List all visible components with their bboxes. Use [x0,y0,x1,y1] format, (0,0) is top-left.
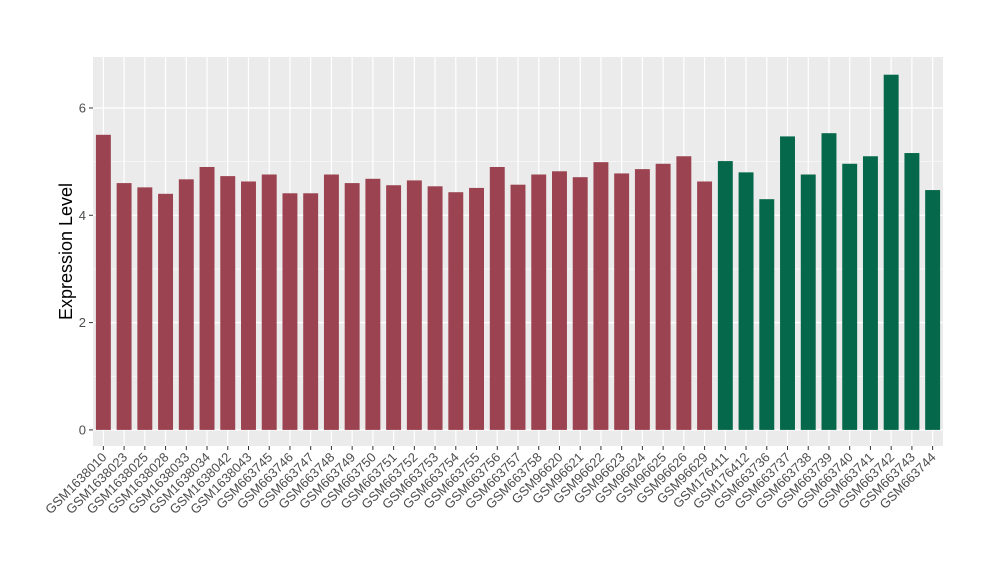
bar-GSM663757 [510,184,526,430]
bar-GSM96624 [634,169,650,430]
bar-GSM96623 [614,173,630,430]
y-axis-label: Expression Level [56,183,76,320]
y-tick-label: 0 [79,422,86,437]
bar-GSM663746 [282,193,298,430]
bar-GSM96620 [552,171,567,430]
bar-GSM663744 [925,190,941,430]
bar-GSM663751 [386,185,402,430]
bar-GSM663743 [904,153,920,430]
bar-GSM663742 [883,74,899,430]
bar-GSM1638025 [137,187,153,430]
bar-GSM96625 [655,163,671,430]
bar-GSM663755 [469,187,484,430]
bar-GSM663748 [323,174,339,430]
bar-GSM663736 [759,199,775,430]
bar-GSM663749 [344,183,360,430]
bar-GSM663737 [780,136,795,430]
bar-GSM663754 [448,192,464,430]
bar-GSM663752 [406,180,422,430]
bar-GSM663738 [800,174,816,430]
bar-GSM96621 [572,177,588,430]
bar-GSM1638010 [95,134,111,430]
x-axis: GSM1638010GSM1638023GSM1638025GSM1638028… [42,446,939,517]
bar-GSM663745 [261,174,277,430]
bar-GSM663741 [862,156,878,430]
bar-GSM663740 [842,163,858,430]
bar-GSM96626 [676,156,692,430]
bar-GSM663739 [821,133,837,430]
bars [95,74,941,430]
bar-GSM1638023 [116,183,132,430]
bar-GSM1638034 [199,166,215,430]
bar-GSM1638043 [241,181,256,430]
bar-GSM1638028 [158,193,174,430]
bar-GSM96622 [593,162,609,430]
bar-GSM1638042 [220,176,236,430]
y-tick-label: 6 [79,100,86,115]
y-tick-label: 4 [79,208,86,223]
bar-GSM1638033 [178,179,194,430]
y-tick-label: 2 [79,315,86,330]
bar-GSM663750 [365,178,381,430]
bar-GSM663756 [489,166,505,430]
bar-GSM663758 [531,174,547,430]
bar-GSM176411 [717,161,733,430]
bar-GSM663753 [427,186,443,430]
bar-GSM176412 [738,172,754,430]
bar-GSM663747 [303,193,319,430]
bar-GSM96629 [697,181,713,430]
y-axis: 0 2 4 6 [79,100,93,437]
